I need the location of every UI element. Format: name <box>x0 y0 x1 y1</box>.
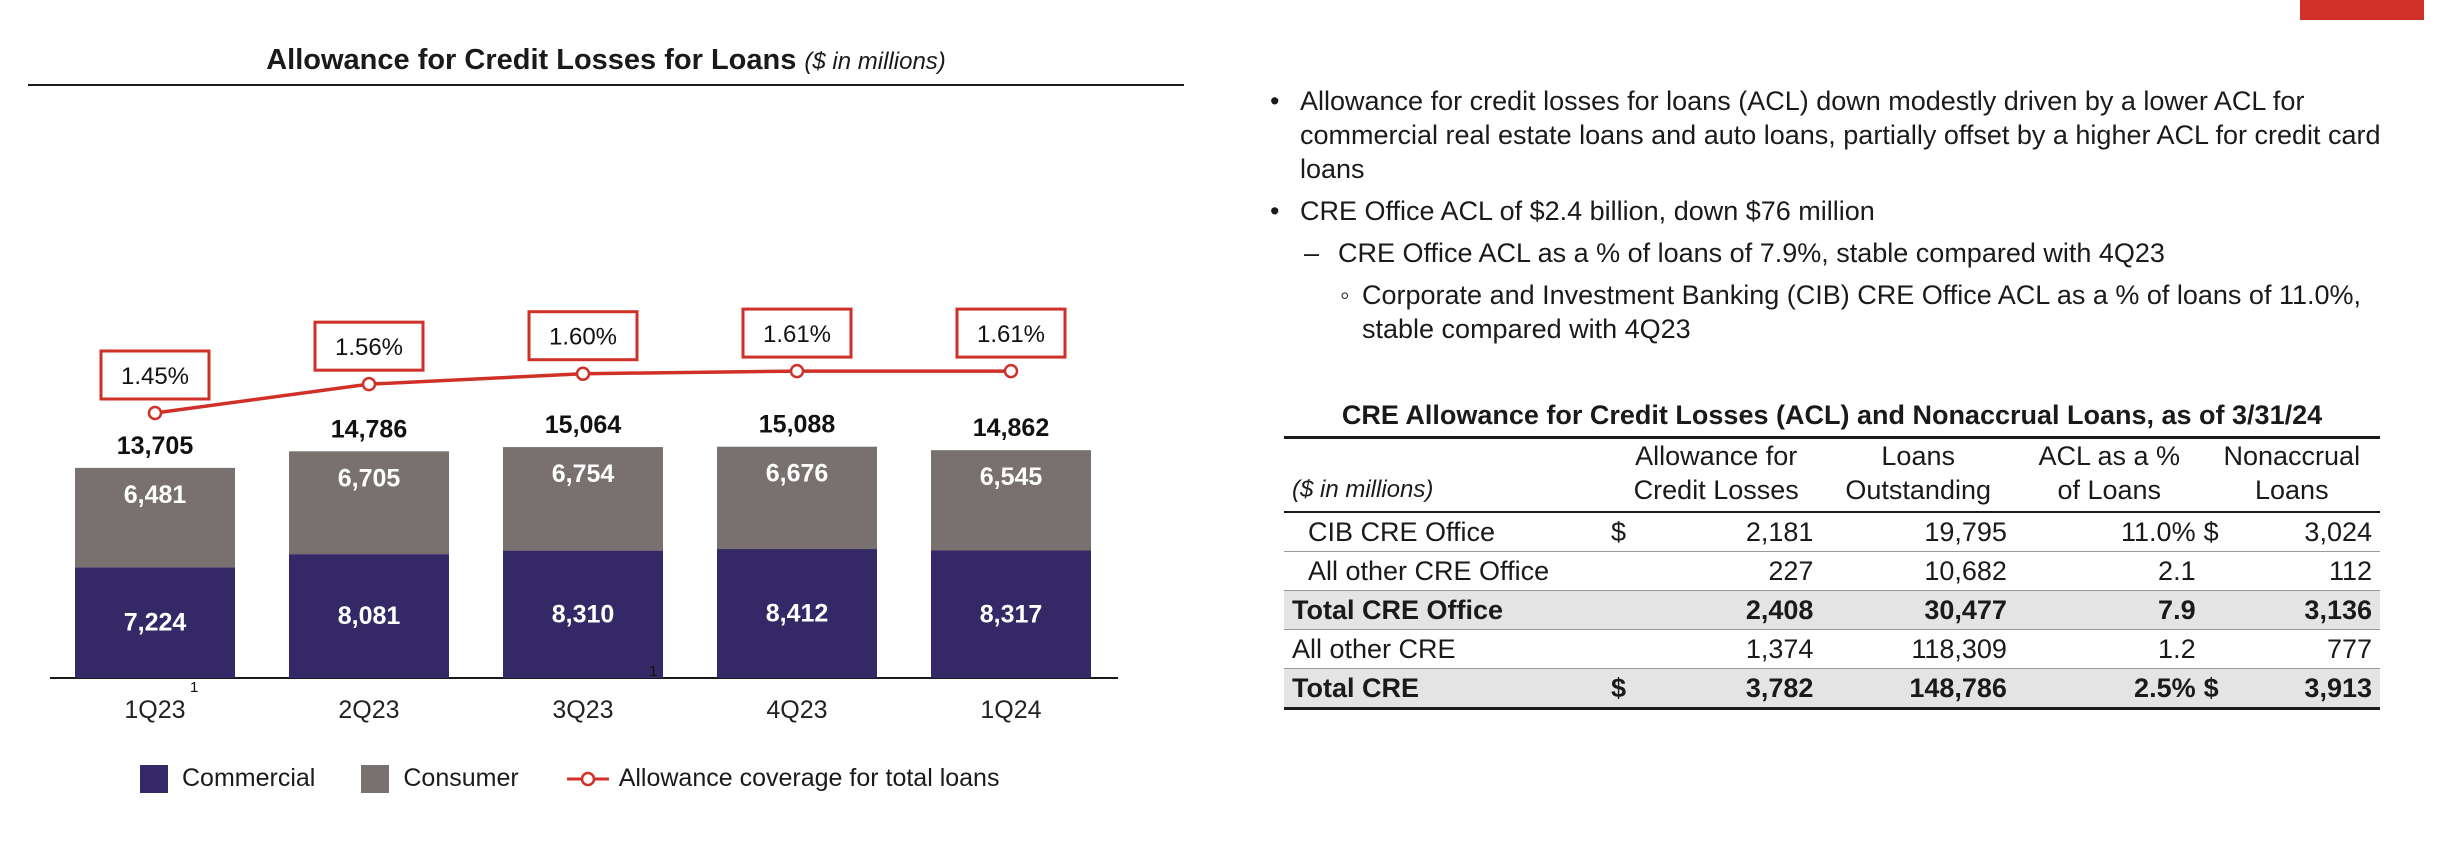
table-row-total-cre-office: Total CRE Office 2,408 30,477 7.9 3,136 <box>1284 590 2380 630</box>
bar-consumer <box>289 451 449 555</box>
bar-commercial <box>75 567 235 678</box>
bar-total-label: 14,786 <box>331 415 407 443</box>
acl-stacked-bar-chart: 13,705 6,481 7,224 1Q23 14,786 6,705 8,081 2Q23… <box>50 307 1118 724</box>
x-tick-label: 2Q23 <box>338 696 399 724</box>
coverage-point <box>361 376 377 392</box>
coverage-point <box>575 366 591 381</box>
consumer-value-label: 6,545 <box>980 463 1043 491</box>
col-header-acl-pct: ACL as a % of Loans <box>2014 437 2204 513</box>
commercial-value-label: 8,081 <box>338 602 401 630</box>
coverage-label-box <box>99 349 211 401</box>
coverage-label-box <box>527 310 639 362</box>
table-header-row: ($ in millions) Allowance for Credit Loss… <box>1284 437 2380 513</box>
table-row: CIB CRE Office $ 2,181 19,795 11.0% $ 3,… <box>1284 512 2380 552</box>
coverage-point <box>789 363 805 379</box>
sub-bullet-cre-office-pct: CRE Office ACL as a % of loans of 7.9%, … <box>1262 236 2402 270</box>
legend-item-consumer: Consumer <box>361 764 519 793</box>
coverage-value-label: 1.61% <box>977 321 1045 348</box>
bar-total-label: 15,088 <box>759 411 836 439</box>
legend-swatch-commercial <box>140 764 168 793</box>
bar-consumer <box>503 447 663 551</box>
consumer-value-label: 6,754 <box>552 460 615 488</box>
consumer-value-label: 6,676 <box>766 460 829 488</box>
table-row: All other CRE Office 227 10,682 2.1 112 <box>1284 551 2380 591</box>
coverage-value-label: 1.56% <box>335 334 403 361</box>
x-tick-label: 1Q24 <box>980 696 1041 724</box>
legend-label-consumer: Consumer <box>403 764 519 792</box>
cre-table-title: CRE Allowance for Credit Losses (ACL) an… <box>1341 400 2323 430</box>
bar-consumer <box>931 450 1091 551</box>
coverage-label-box <box>313 320 425 372</box>
coverage-value-label: 1.60% <box>549 324 617 351</box>
unit-label: ($ in millions) <box>1284 437 1611 513</box>
col-header-loans: Loans Outstanding <box>1821 437 2015 513</box>
bar-commercial <box>931 550 1091 678</box>
bar-total-label: 13,705 <box>117 432 194 460</box>
chart-legend: Commercial Consumer Allowance coverage f… <box>140 764 1045 793</box>
bar-total-label: 14,862 <box>973 414 1049 442</box>
bullet-acl-summary: Allowance for credit losses for loans (A… <box>1262 84 2402 186</box>
footnote-mark: 1 <box>649 663 657 680</box>
table-row: All other CRE 1,374 118,309 1.2 777 <box>1284 629 2380 669</box>
commercial-value-label: 7,224 <box>124 609 187 637</box>
chart-subtitle: ($ in millions) <box>804 48 946 75</box>
consumer-value-label: 6,481 <box>124 481 187 509</box>
col-header-nonaccrual: Nonaccrual Loans <box>2203 437 2380 513</box>
bullet-cre-office-acl: CRE Office ACL of $2.4 billion, down $76… <box>1262 194 2402 228</box>
x-tick-label: 4Q23 <box>766 696 827 724</box>
bar-commercial <box>717 549 877 678</box>
brand-accent-tab <box>2300 0 2424 20</box>
commentary-bullets: Allowance for credit losses for loans (A… <box>1262 84 2402 346</box>
footnote-mark: 1 <box>190 679 198 696</box>
chart-title-text: Allowance for Credit Losses for Loans <box>266 44 797 76</box>
col-header-acl: Allowance for Credit Losses <box>1610 437 1822 513</box>
bar-consumer <box>717 446 877 550</box>
x-tick-label: 1Q23 <box>124 696 185 724</box>
legend-label-coverage: Allowance coverage for total loans <box>618 764 1000 792</box>
legend-line-marker-icon <box>566 771 609 786</box>
table-row-total-cre: Total CRE $ 3,782 148,786 2.5% $ 3,913 <box>1284 668 2380 710</box>
bar-commercial <box>503 550 663 678</box>
coverage-value-label: 1.61% <box>763 321 831 348</box>
cre-acl-table: ($ in millions) Allowance for Credit Loss… <box>1284 436 2380 710</box>
legend-item-coverage: Allowance coverage for total loans <box>565 764 1000 793</box>
legend-swatch-consumer <box>361 764 390 793</box>
coverage-label-box <box>955 307 1067 359</box>
bar-commercial <box>289 554 449 678</box>
sub-sub-bullet-cib-cre-office: Corporate and Investment Banking (CIB) C… <box>1262 278 2402 346</box>
chart-title-rule <box>28 84 1184 86</box>
legend-label-commercial: Commercial <box>182 764 316 792</box>
bar-consumer <box>75 467 235 568</box>
coverage-value-label: 1.45% <box>121 363 189 390</box>
commercial-value-label: 8,412 <box>766 600 829 628</box>
bar-total-label: 15,064 <box>545 411 622 439</box>
x-tick-label: 3Q23 <box>552 696 613 724</box>
consumer-value-label: 6,705 <box>338 464 401 492</box>
legend-item-commercial: Commercial <box>140 764 315 793</box>
coverage-point <box>147 405 163 421</box>
coverage-label-box <box>741 307 853 359</box>
commercial-value-label: 8,310 <box>552 600 615 628</box>
chart-title: Allowance for Credit Losses for Loans ($… <box>28 44 1184 77</box>
coverage-point <box>1003 363 1019 379</box>
commercial-value-label: 8,317 <box>980 600 1043 628</box>
